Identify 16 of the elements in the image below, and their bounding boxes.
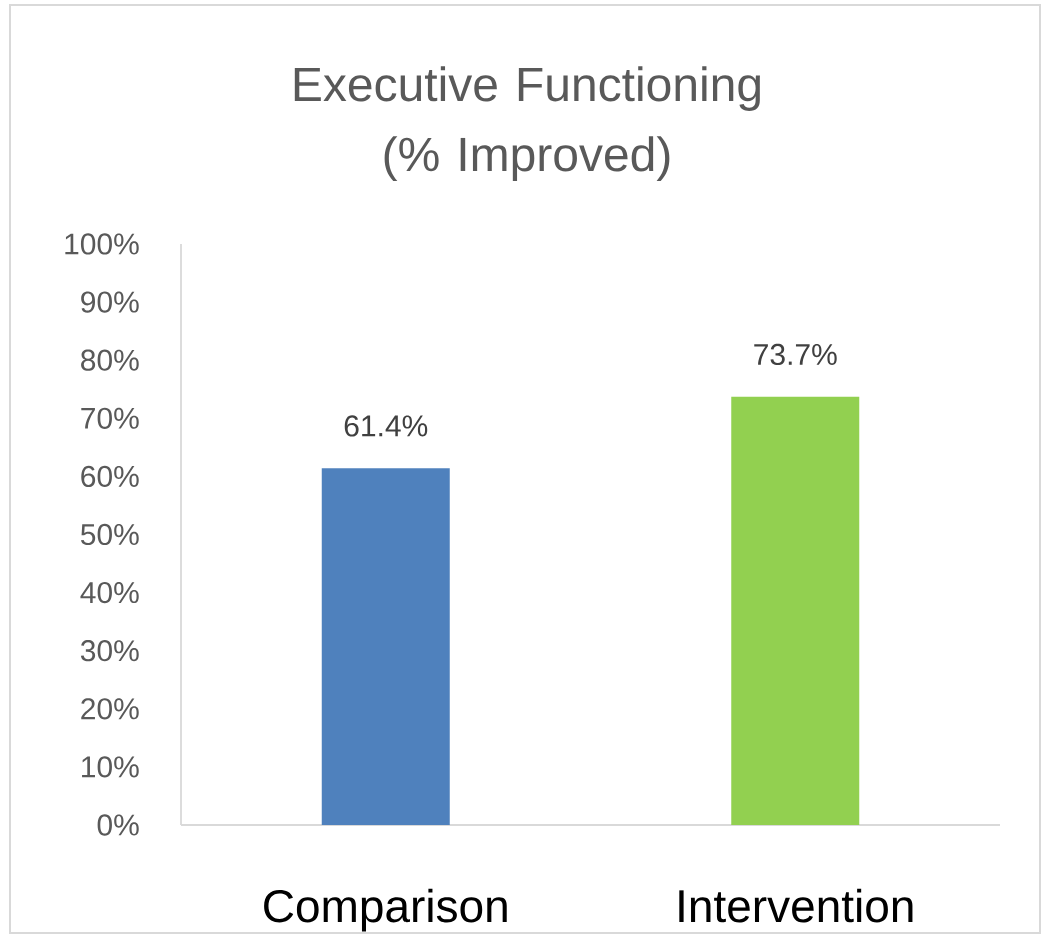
y-tick-label: 10%	[82, 756, 139, 778]
y-tick-label: 30%	[80, 640, 139, 662]
y-tick-label: 80%	[81, 349, 139, 371]
x-tick-label: Comparison	[264, 888, 507, 932]
y-tick-label: 60%	[81, 465, 139, 488]
y-tick-label: 0%	[97, 814, 139, 836]
x-tick-label: Intervention	[679, 888, 913, 923]
y-tick-label: 50%	[80, 523, 139, 546]
data-label: 61.4%	[344, 415, 428, 437]
chart-title: Executive Functioning (% Improved)	[294, 66, 760, 181]
y-tick-label: 20%	[81, 698, 139, 720]
y-tick-label: 70%	[81, 407, 139, 429]
y-tick-label: 40%	[80, 581, 139, 604]
y-tick-label: 100%	[65, 233, 139, 255]
data-label: 73.7%	[754, 343, 837, 366]
y-tick-label: 90%	[81, 291, 139, 313]
